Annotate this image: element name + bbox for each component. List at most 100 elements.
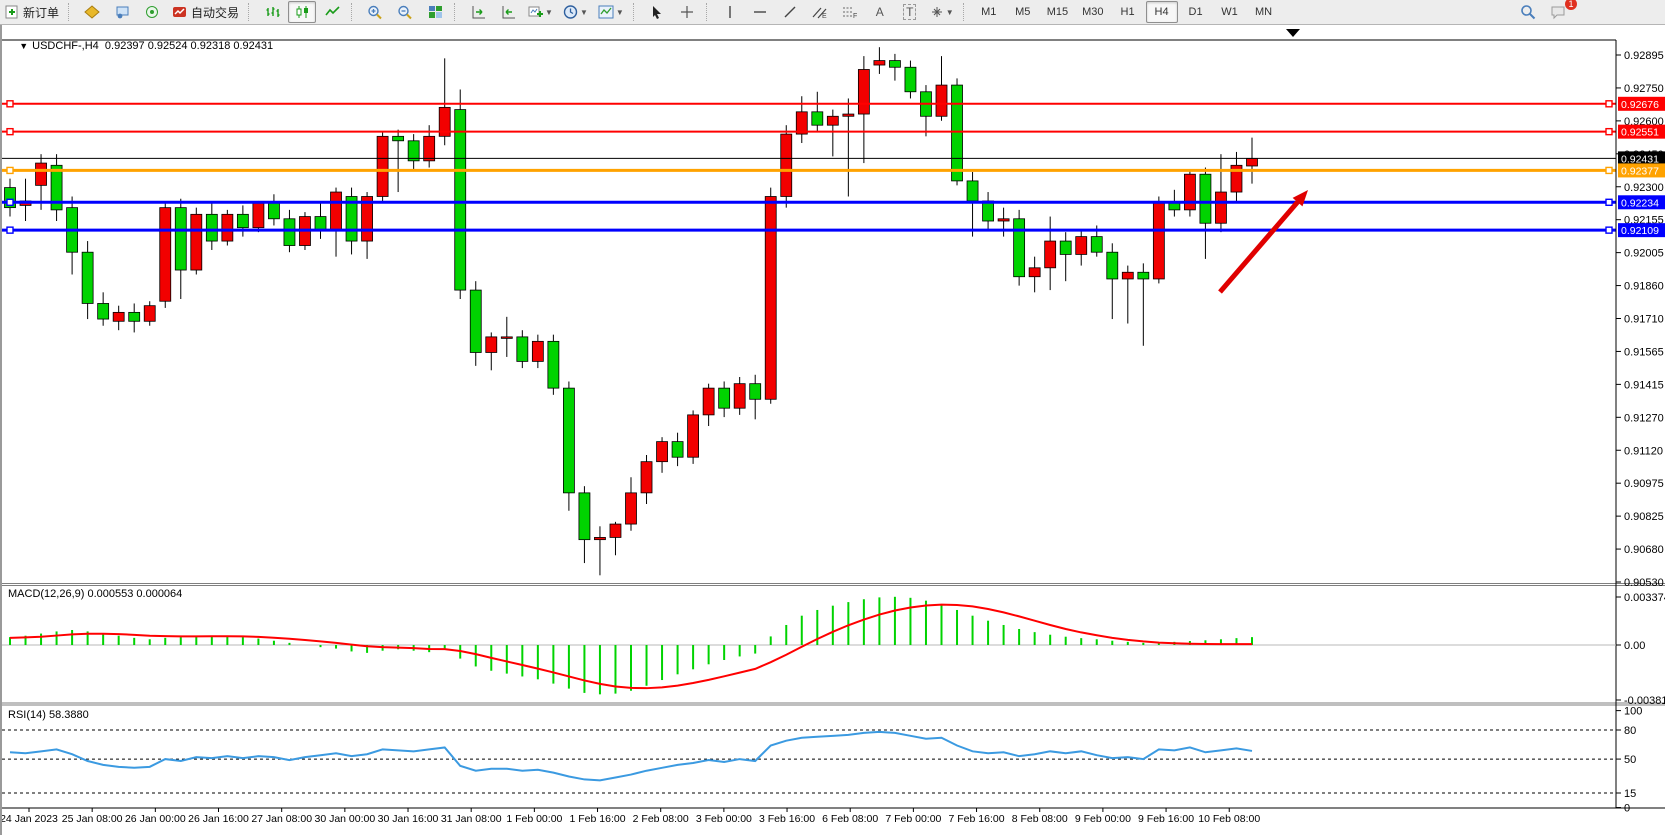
signal-icon <box>146 6 159 18</box>
text-tool[interactable]: A <box>866 1 894 23</box>
svg-text:10 Feb 08:00: 10 Feb 08:00 <box>1198 813 1260 825</box>
new-chart-button[interactable]: ▼ <box>524 1 557 23</box>
clock-icon <box>563 5 578 19</box>
navigator-button[interactable] <box>108 1 136 23</box>
svg-text:0.92300: 0.92300 <box>1624 182 1664 194</box>
label-t-tool[interactable]: T <box>896 1 924 23</box>
svg-text:0.00: 0.00 <box>1624 640 1645 652</box>
new-chart-icon <box>528 6 544 17</box>
ohlc-readout: 0.92397 0.92524 0.92318 0.92431 <box>104 40 274 52</box>
timeframe-m5[interactable]: M5 <box>1015 6 1031 18</box>
timeframe-m30[interactable]: M30 <box>1082 6 1104 18</box>
svg-text:0.90680: 0.90680 <box>1624 544 1664 556</box>
timeframe-h1[interactable]: H1 <box>1120 6 1135 18</box>
signal-button[interactable] <box>138 1 166 23</box>
svg-text:0.003374: 0.003374 <box>1624 592 1665 604</box>
templates-button[interactable]: ▼ <box>594 1 628 23</box>
auto-scroll-icon <box>502 6 515 19</box>
gold-icon <box>84 5 100 19</box>
timeframe-h4[interactable]: H4 <box>1145 1 1178 23</box>
timeframe-d1[interactable]: D1 <box>1188 6 1203 18</box>
symbol-period-label: USDCHF-,H4 <box>32 40 99 52</box>
cursor-tool-button[interactable] <box>643 1 671 23</box>
chart-shift-icon <box>472 6 485 19</box>
svg-text:27 Jan 08:00: 27 Jan 08:00 <box>251 813 312 825</box>
svg-text:0.92377: 0.92377 <box>1621 165 1659 177</box>
svg-text:0.90825: 0.90825 <box>1624 511 1664 523</box>
horizontal-line-tool[interactable] <box>746 1 774 23</box>
vertical-line-tool[interactable] <box>716 1 744 23</box>
svg-text:15: 15 <box>1624 788 1636 800</box>
timeframe-mn[interactable]: MN <box>1254 6 1273 18</box>
tile-windows-button[interactable] <box>421 1 449 23</box>
candlestick-chart-button[interactable] <box>288 1 317 23</box>
toolbar-separator <box>632 3 638 21</box>
notifications-button[interactable]: 1 <box>1544 0 1577 23</box>
arrows-icon <box>931 7 942 17</box>
svg-text:1 Feb 00:00: 1 Feb 00:00 <box>506 813 562 825</box>
svg-text:100: 100 <box>1624 706 1642 718</box>
svg-text:0.90530: 0.90530 <box>1624 577 1664 589</box>
chart-title: ▼ USDCHF-,H4 0.92397 0.92524 0.92318 0.92… <box>7 28 273 64</box>
zoom-out-icon <box>398 5 412 19</box>
svg-text:3 Feb 16:00: 3 Feb 16:00 <box>759 813 815 825</box>
window-left-edge <box>0 24 2 835</box>
cursor-icon <box>653 6 662 19</box>
autotrading-icon <box>173 7 187 17</box>
timeframe-m15[interactable]: M15 <box>1046 6 1069 18</box>
crosshair-tool-button[interactable] <box>673 1 701 23</box>
dropdown-arrow-icon: ▼ <box>615 7 624 17</box>
dropdown-arrow-icon: ▼ <box>579 7 588 17</box>
navigator-icon <box>116 6 129 19</box>
arrows-tool[interactable]: ▼ <box>926 1 958 23</box>
toolbar: 新订单 自动交易 <box>0 0 1665 25</box>
zoom-out-button[interactable] <box>391 1 419 23</box>
auto-scroll-button[interactable] <box>494 1 522 23</box>
svg-text:9 Feb 16:00: 9 Feb 16:00 <box>1138 813 1194 825</box>
macd-indicator-label: MACD(12,26,9) 0.000553 0.000064 <box>8 588 183 600</box>
svg-text:2 Feb 08:00: 2 Feb 08:00 <box>633 813 689 825</box>
autotrading-label: 自动交易 <box>191 5 240 20</box>
fibonacci-tool[interactable]: F <box>836 1 864 23</box>
rsi-indicator-label: RSI(14) 58.3880 <box>8 709 89 721</box>
market-watch-button[interactable] <box>78 1 106 23</box>
period-button[interactable]: ▼ <box>559 1 592 23</box>
symbol-collapse-icon[interactable]: ▼ <box>19 41 29 51</box>
dropdown-arrow-icon: ▼ <box>945 7 954 17</box>
svg-text:0.91860: 0.91860 <box>1624 281 1664 293</box>
zoom-in-button[interactable] <box>361 1 389 23</box>
search-button[interactable] <box>1514 1 1542 23</box>
toolbar-separator <box>962 3 968 21</box>
chart-shift-button[interactable] <box>464 1 492 23</box>
trendline-icon <box>784 6 796 18</box>
channel-tool[interactable]: E <box>806 1 834 23</box>
tile-windows-icon <box>428 6 442 18</box>
svg-text:8 Feb 08:00: 8 Feb 08:00 <box>1012 813 1068 825</box>
zoom-in-icon <box>368 5 382 19</box>
timeframe-w1[interactable]: W1 <box>1221 6 1238 18</box>
bar-chart-button[interactable] <box>258 1 286 23</box>
svg-text:30 Jan 00:00: 30 Jan 00:00 <box>314 813 375 825</box>
trendline-tool[interactable] <box>776 1 804 23</box>
svg-text:0.92005: 0.92005 <box>1624 248 1664 260</box>
crosshair-icon <box>680 6 693 18</box>
fibonacci-icon: F <box>842 7 857 19</box>
svg-text:9 Feb 00:00: 9 Feb 00:00 <box>1075 813 1131 825</box>
svg-text:31 Jan 08:00: 31 Jan 08:00 <box>441 813 502 825</box>
channel-icon: E <box>812 7 827 19</box>
line-chart-icon <box>324 6 340 16</box>
svg-text:0.92895: 0.92895 <box>1624 50 1664 62</box>
svg-text:80: 80 <box>1624 725 1636 737</box>
vertical-line-icon <box>729 6 731 18</box>
new-order-label: 新订单 <box>23 5 60 20</box>
svg-text:0.92551: 0.92551 <box>1621 127 1659 139</box>
timeframe-m1[interactable]: M1 <box>981 6 997 18</box>
autotrading-button[interactable]: 自动交易 <box>168 1 243 23</box>
dropdown-arrow-icon: ▼ <box>545 7 553 17</box>
svg-text:0.92431: 0.92431 <box>1621 153 1659 165</box>
line-chart-button[interactable] <box>318 1 346 23</box>
svg-text:E: E <box>822 13 827 19</box>
toolbar-separator <box>351 3 356 21</box>
new-order-button[interactable]: 新订单 <box>1 1 63 23</box>
